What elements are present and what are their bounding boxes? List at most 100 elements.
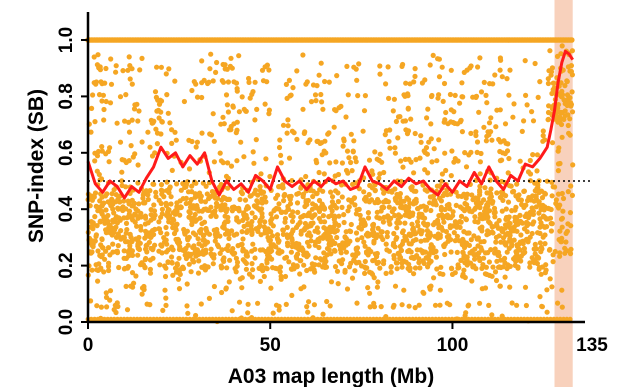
scatter-point [529,109,535,115]
scatter-point [169,254,175,260]
scatter-point [251,203,257,209]
scatter-point [345,208,351,214]
scatter-point [161,316,166,322]
scatter-point [151,181,157,187]
scatter-point [497,148,503,155]
scatter-point [108,56,114,62]
scatter-point [544,287,550,293]
scatter-point [88,298,94,304]
scatter-point [92,214,98,220]
scatter-point [546,247,553,253]
scatter-point [164,179,170,185]
scatter-point [133,273,139,279]
scatter-point [407,81,413,87]
scatter-point [436,225,442,231]
scatter-point [171,217,177,223]
scatter-point [316,169,322,176]
scatter-point [269,316,275,322]
scatter-point [339,204,345,210]
scatter-point [553,197,560,203]
y-tick-label: 0.6 [56,140,77,166]
scatter-point [291,130,297,136]
scatter-point [226,235,232,242]
scatter-point [377,171,383,177]
scatter-point [413,157,419,163]
scatter-point [331,316,337,322]
scatter-point [472,256,478,262]
scatter-point [516,197,522,203]
scatter-point [95,148,102,155]
scatter-point [455,158,461,164]
scatter-point [103,98,109,105]
scatter-point [309,206,315,212]
scatter-point [129,117,135,123]
scatter-point [386,95,392,101]
scatter-point [186,166,193,172]
scatter-point [420,289,426,295]
scatter-point [462,316,468,322]
scatter-point [456,316,461,322]
scatter-point [135,245,141,252]
scatter-point [504,76,510,82]
scatter-point [506,92,512,98]
scatter-point [189,87,195,94]
scatter-point [433,254,439,260]
scatter-point [548,72,554,78]
scatter-point [89,105,95,111]
scatter-point [542,270,549,276]
scatter-point [216,316,222,322]
scatter-point [402,156,408,162]
scatter-point [452,238,458,244]
scatter-point [199,80,205,86]
scatter-point [569,89,575,95]
scatter-point [313,255,319,261]
scatter-point [569,48,576,54]
scatter-point [490,230,496,236]
scatter-point [450,209,456,215]
scatter-point [224,102,230,108]
scatter-point [449,316,455,322]
scatter-point [499,208,505,214]
scatter-point [156,219,162,225]
scatter-point [290,214,296,220]
scatter-point [514,215,520,221]
scatter-point [217,233,223,239]
scatter-point [539,264,546,270]
scatter-point [443,316,448,322]
scatter-point [384,316,389,322]
scatter-point [367,290,373,296]
scatter-point [336,222,342,228]
scatter-point [259,316,265,322]
scatter-point [358,217,364,223]
scatter-point [527,178,534,184]
scatter-point [525,237,531,243]
scatter-point [120,68,126,74]
scatter-point [115,196,121,202]
scatter-point [123,184,129,190]
scatter-point [432,219,438,225]
scatter-point [262,101,268,107]
scatter-point [228,163,235,169]
scatter-point [320,311,326,317]
scatter-point [521,188,527,194]
scatter-point [203,206,209,212]
scatter-point [555,168,562,174]
scatter-point [477,205,483,211]
scatter-point [447,206,453,212]
scatter-point [333,188,339,194]
scatter-point [244,215,250,221]
scatter-point [314,190,320,196]
scatter-point [170,316,176,322]
scatter-point [513,204,519,210]
scatter-point [257,184,263,190]
scatter-point [282,191,288,198]
scatter-point [128,143,134,149]
scatter-point [413,237,419,243]
scatter-point [391,256,397,262]
scatter-point [539,304,546,310]
scatter-point [441,242,447,249]
y-axis-title: SNP-index (SB) [25,89,48,243]
scatter-point [199,94,205,101]
scatter-point [102,256,108,262]
